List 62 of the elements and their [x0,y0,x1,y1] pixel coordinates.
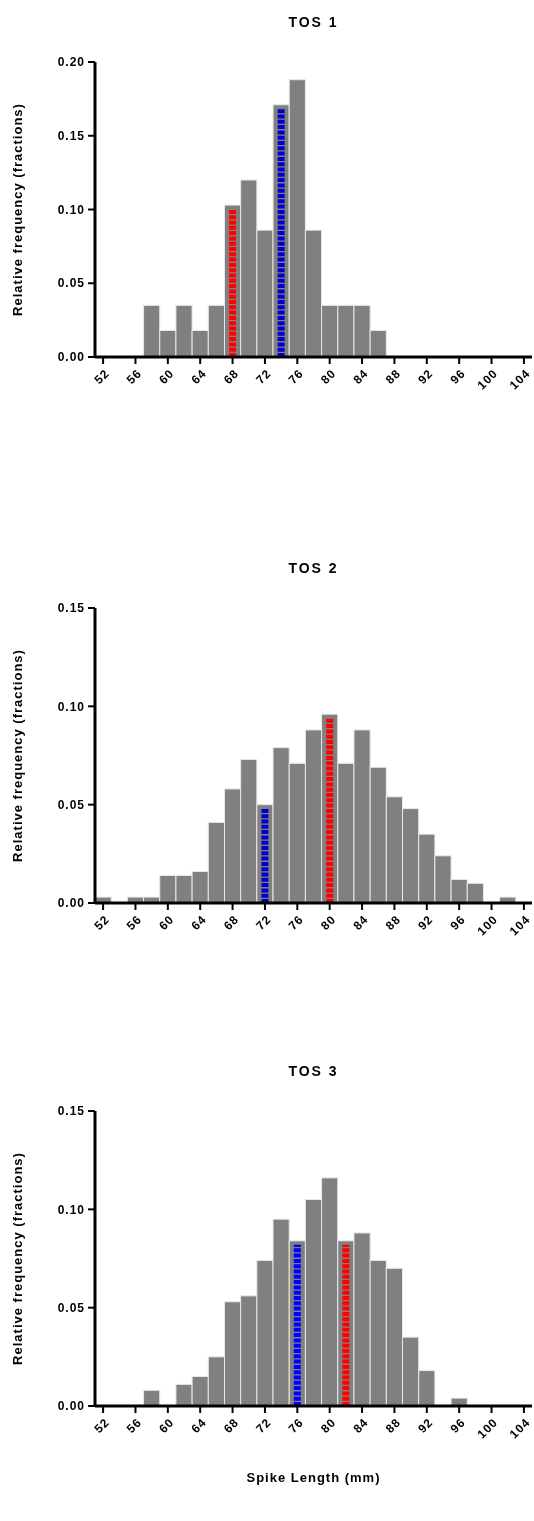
y-tick-label: 0.05 [57,1300,85,1315]
x-tick-label: 56 [123,912,145,933]
x-tick-label: 92 [415,1415,436,1436]
x-tick-label: 84 [350,366,372,387]
x-tick-label: 84 [350,912,372,933]
chart-title: TOS 1 [288,14,339,30]
x-tick-label: 72 [253,912,275,933]
x-tick-label: 104 [506,912,533,939]
y-tick-label: 0.10 [57,699,85,714]
y-tick-label: 0.15 [57,601,85,616]
chart-title: TOS 3 [288,1063,339,1079]
x-tick-label: 80 [318,366,339,387]
x-tick-label: 68 [220,912,242,933]
x-tick-label: 52 [91,912,113,933]
x-tick-label: 104 [506,366,533,393]
x-tick-label: 92 [415,366,436,387]
x-tick-label: 72 [253,1415,275,1436]
x-tick-label: 100 [474,912,501,939]
x-tick-label: 92 [415,912,436,933]
x-tick-label: 60 [156,1415,177,1436]
x-tick-label: 80 [318,912,339,933]
y-axis-title: Relative frequency (fractions) [10,1152,25,1365]
y-tick-label: 0.05 [57,797,85,812]
x-tick-label: 76 [285,366,307,387]
x-tick-label: 56 [123,366,145,387]
x-tick-label: 52 [91,366,113,387]
x-tick-label: 52 [91,1415,113,1436]
x-tick-label: 96 [447,912,469,933]
x-tick-label: 88 [382,366,404,387]
x-tick-label: 96 [447,1415,469,1436]
y-tick-label: 0.05 [57,276,85,291]
y-tick-label: 0.20 [57,55,85,70]
x-tick-label: 76 [285,1415,307,1436]
y-tick-label: 0.10 [57,1202,85,1217]
x-tick-label: 72 [253,366,275,387]
y-axis-title: Relative frequency (fractions) [10,649,25,862]
y-tick-label: 0.00 [57,896,85,911]
x-tick-label: 80 [318,1415,339,1436]
x-tick-label: 64 [188,1415,210,1436]
x-tick-label: 100 [474,366,501,393]
x-tick-label: 76 [285,912,307,933]
x-tick-label: 56 [123,1415,145,1436]
x-tick-label: 96 [447,366,469,387]
x-tick-label: 100 [474,1415,501,1442]
y-tick-label: 0.15 [57,1104,85,1119]
x-axis-title: Spike Length (mm) [246,1470,381,1485]
y-tick-label: 0.15 [57,128,85,143]
x-tick-label: 64 [188,366,210,387]
chart-title: TOS 2 [288,560,339,576]
x-tick-label: 104 [506,1415,533,1442]
x-tick-label: 88 [382,1415,404,1436]
y-tick-label: 0.00 [57,1399,85,1414]
y-tick-label: 0.00 [57,350,85,365]
x-tick-label: 84 [350,1415,372,1436]
y-axis-title: Relative frequency (fractions) [10,103,25,316]
x-tick-label: 64 [188,912,210,933]
x-tick-label: 60 [156,366,177,387]
x-tick-label: 68 [220,1415,242,1436]
x-tick-label: 68 [220,366,242,387]
x-tick-label: 60 [156,912,177,933]
x-tick-label: 88 [382,912,404,933]
y-tick-label: 0.10 [57,202,85,217]
